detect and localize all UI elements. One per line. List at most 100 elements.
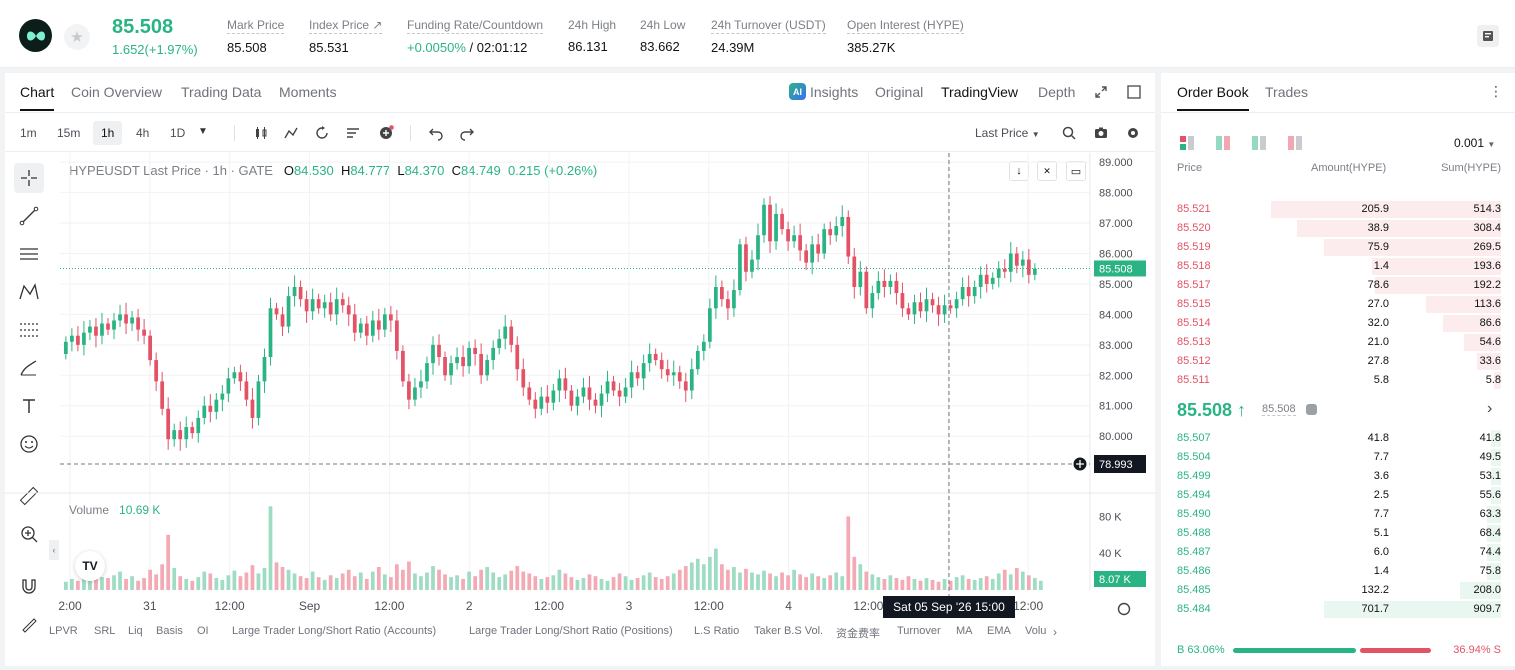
settings-gear-icon[interactable]	[1125, 125, 1141, 141]
indicator-ls-ratio[interactable]: L.S Ratio	[694, 625, 740, 637]
ask-row[interactable]: 85.517 78.6 192.2	[1177, 276, 1501, 295]
bid-row[interactable]: 85.487 6.0 74.4	[1177, 543, 1501, 562]
ruler-icon[interactable]	[14, 481, 44, 511]
indicator-liq[interactable]: Liq	[128, 625, 143, 637]
pencil-lock-icon[interactable]	[14, 609, 44, 639]
ask-amount: 21.0	[1367, 336, 1389, 348]
tradingview-logo-icon[interactable]: TV	[75, 551, 105, 581]
bid-row[interactable]: 85.484 701.7 909.7	[1177, 600, 1501, 619]
bid-row[interactable]: 85.488 5.1 68.4	[1177, 524, 1501, 543]
timeframe-4h[interactable]: 4h	[136, 126, 150, 140]
ask-row[interactable]: 85.518 1.4 193.6	[1177, 257, 1501, 276]
precision-select[interactable]: 0.001 ▼	[1454, 136, 1496, 150]
indicator-large-trader-positions[interactable]: Large Trader Long/Short Ratio (Positions…	[469, 625, 673, 637]
bid-row[interactable]: 85.485 132.2 208.0	[1177, 581, 1501, 600]
text-tool-icon[interactable]	[14, 391, 44, 421]
ask-row[interactable]: 85.521 205.9 514.3	[1177, 200, 1501, 219]
ask-row[interactable]: 85.515 27.0 113.6	[1177, 295, 1501, 314]
indicator-ma[interactable]: MA	[956, 625, 973, 637]
ask-row[interactable]: 85.519 75.9 269.5	[1177, 238, 1501, 257]
indicator-taker-bs-vol[interactable]: Taker B.S Vol.	[754, 625, 824, 637]
camera-icon[interactable]	[1093, 125, 1109, 141]
indicator-volume[interactable]: Volu	[1025, 625, 1047, 637]
chevron-right-icon[interactable]: ›	[1487, 400, 1493, 417]
templates-icon[interactable]	[345, 125, 361, 141]
layout-asks-icon[interactable]	[1287, 135, 1303, 151]
indicator-oi[interactable]: OI	[197, 625, 209, 637]
candle	[250, 399, 255, 418]
timeframe-1d[interactable]: 1D	[170, 126, 186, 140]
stat-mark-price[interactable]: Mark Price 85.508	[227, 18, 285, 55]
indicator-ema[interactable]: EMA	[987, 625, 1011, 637]
tab-chart[interactable]: Chart	[20, 84, 55, 111]
view-original[interactable]: Original	[875, 84, 924, 100]
volume-bar	[780, 572, 784, 590]
stat-index-price[interactable]: Index Price ↗ 85.531	[309, 18, 383, 55]
emoji-icon[interactable]	[14, 429, 44, 459]
bid-row[interactable]: 85.507 41.8 41.8	[1177, 429, 1501, 448]
compare-icon[interactable]	[314, 125, 330, 141]
stat-funding-rate[interactable]: Funding Rate/Countdown +0.0050% / 02:01:…	[407, 18, 544, 55]
fullscreen-icon[interactable]	[1094, 85, 1108, 99]
ask-row[interactable]: 85.512 27.8 33.6	[1177, 352, 1501, 371]
tab-order-book[interactable]: Order Book	[1177, 84, 1249, 111]
timeframe-dropdown-icon[interactable]: ▼	[198, 126, 208, 137]
tab-trading-data[interactable]: Trading Data	[181, 84, 262, 100]
collapse-sidebar-icon[interactable]: ‹	[49, 540, 59, 560]
crosshair-icon[interactable]	[14, 163, 44, 193]
tab-trades[interactable]: Trades	[1265, 84, 1309, 100]
ask-row[interactable]: 85.520 38.9 308.4	[1177, 219, 1501, 238]
ask-row[interactable]: 85.513 21.0 54.6	[1177, 333, 1501, 352]
magnet-icon[interactable]	[14, 571, 44, 601]
ai-insights-icon[interactable]: AI	[789, 83, 806, 100]
bid-row[interactable]: 85.499 3.6 53.1	[1177, 467, 1501, 486]
view-tradingview[interactable]: TradingView	[941, 84, 1019, 100]
indicator-srl[interactable]: SRL	[94, 625, 116, 637]
layout-bids-icon[interactable]	[1251, 135, 1267, 151]
timeframe-1m[interactable]: 1m	[20, 126, 37, 140]
add-alert-icon[interactable]	[378, 125, 394, 141]
favorite-star-icon[interactable]: ★	[64, 24, 90, 50]
timeframe-1h[interactable]: 1h	[93, 121, 123, 145]
more-options-icon[interactable]: ⋮	[1489, 83, 1503, 99]
window-icon[interactable]	[1127, 85, 1141, 99]
ask-row[interactable]: 85.514 32.0 86.6	[1177, 314, 1501, 333]
notes-icon[interactable]	[1477, 25, 1499, 47]
stat-open-interest[interactable]: Open Interest (HYPE) 385.27K	[847, 18, 964, 55]
pattern-icon[interactable]	[14, 277, 44, 307]
bid-row[interactable]: 85.494 2.5 55.6	[1177, 486, 1501, 505]
bid-row[interactable]: 85.504 7.7 49.5	[1177, 448, 1501, 467]
candle-type-icon[interactable]	[253, 125, 269, 141]
bid-row[interactable]: 85.490 7.7 63.3	[1177, 505, 1501, 524]
layout-split-icon[interactable]	[1215, 135, 1231, 151]
channel-icon[interactable]	[14, 239, 44, 269]
bid-amount: 701.7	[1361, 603, 1389, 615]
indicator-turnover[interactable]: Turnover	[897, 625, 941, 637]
zoom-in-icon[interactable]	[14, 519, 44, 549]
indicator-large-trader-accounts[interactable]: Large Trader Long/Short Ratio (Accounts)	[232, 625, 437, 637]
tab-coin-overview[interactable]: Coin Overview	[71, 84, 163, 100]
timeframe-15m[interactable]: 15m	[57, 126, 81, 140]
trendline-icon[interactable]	[14, 201, 44, 231]
chevron-right-icon[interactable]: ›	[1053, 625, 1057, 639]
indicators-icon[interactable]	[283, 125, 299, 141]
view-depth[interactable]: Depth	[1038, 84, 1076, 100]
collapse-legend-icon[interactable]: ✕	[1037, 161, 1057, 181]
indicator-basis[interactable]: Basis	[156, 625, 183, 637]
layout-both-icon[interactable]	[1179, 135, 1195, 151]
tab-moments[interactable]: Moments	[279, 84, 337, 100]
undo-icon[interactable]	[428, 125, 444, 141]
ask-row[interactable]: 85.511 5.8 5.8	[1177, 371, 1501, 390]
view-insights[interactable]: Insights	[810, 84, 859, 100]
indicator-funding-rate[interactable]: 资金费率	[836, 628, 880, 640]
stat-24h-turnover[interactable]: 24h Turnover (USDT) 24.39M	[711, 18, 826, 55]
price-type-select[interactable]: Last Price ▼	[975, 126, 1040, 140]
brush-icon[interactable]	[14, 353, 44, 383]
redo-icon[interactable]	[459, 125, 475, 141]
search-icon[interactable]	[1061, 125, 1077, 141]
fib-icon[interactable]	[14, 315, 44, 345]
reset-view-icon[interactable]: ▭	[1066, 161, 1086, 181]
bid-row[interactable]: 85.486 1.4 75.8	[1177, 562, 1501, 581]
indicator-lpvr[interactable]: LPVR	[49, 625, 78, 637]
candlestick-chart[interactable]: 89.000 88.000 87.000 86.000 85.000 84.000 83.0…	[5, 153, 1155, 623]
